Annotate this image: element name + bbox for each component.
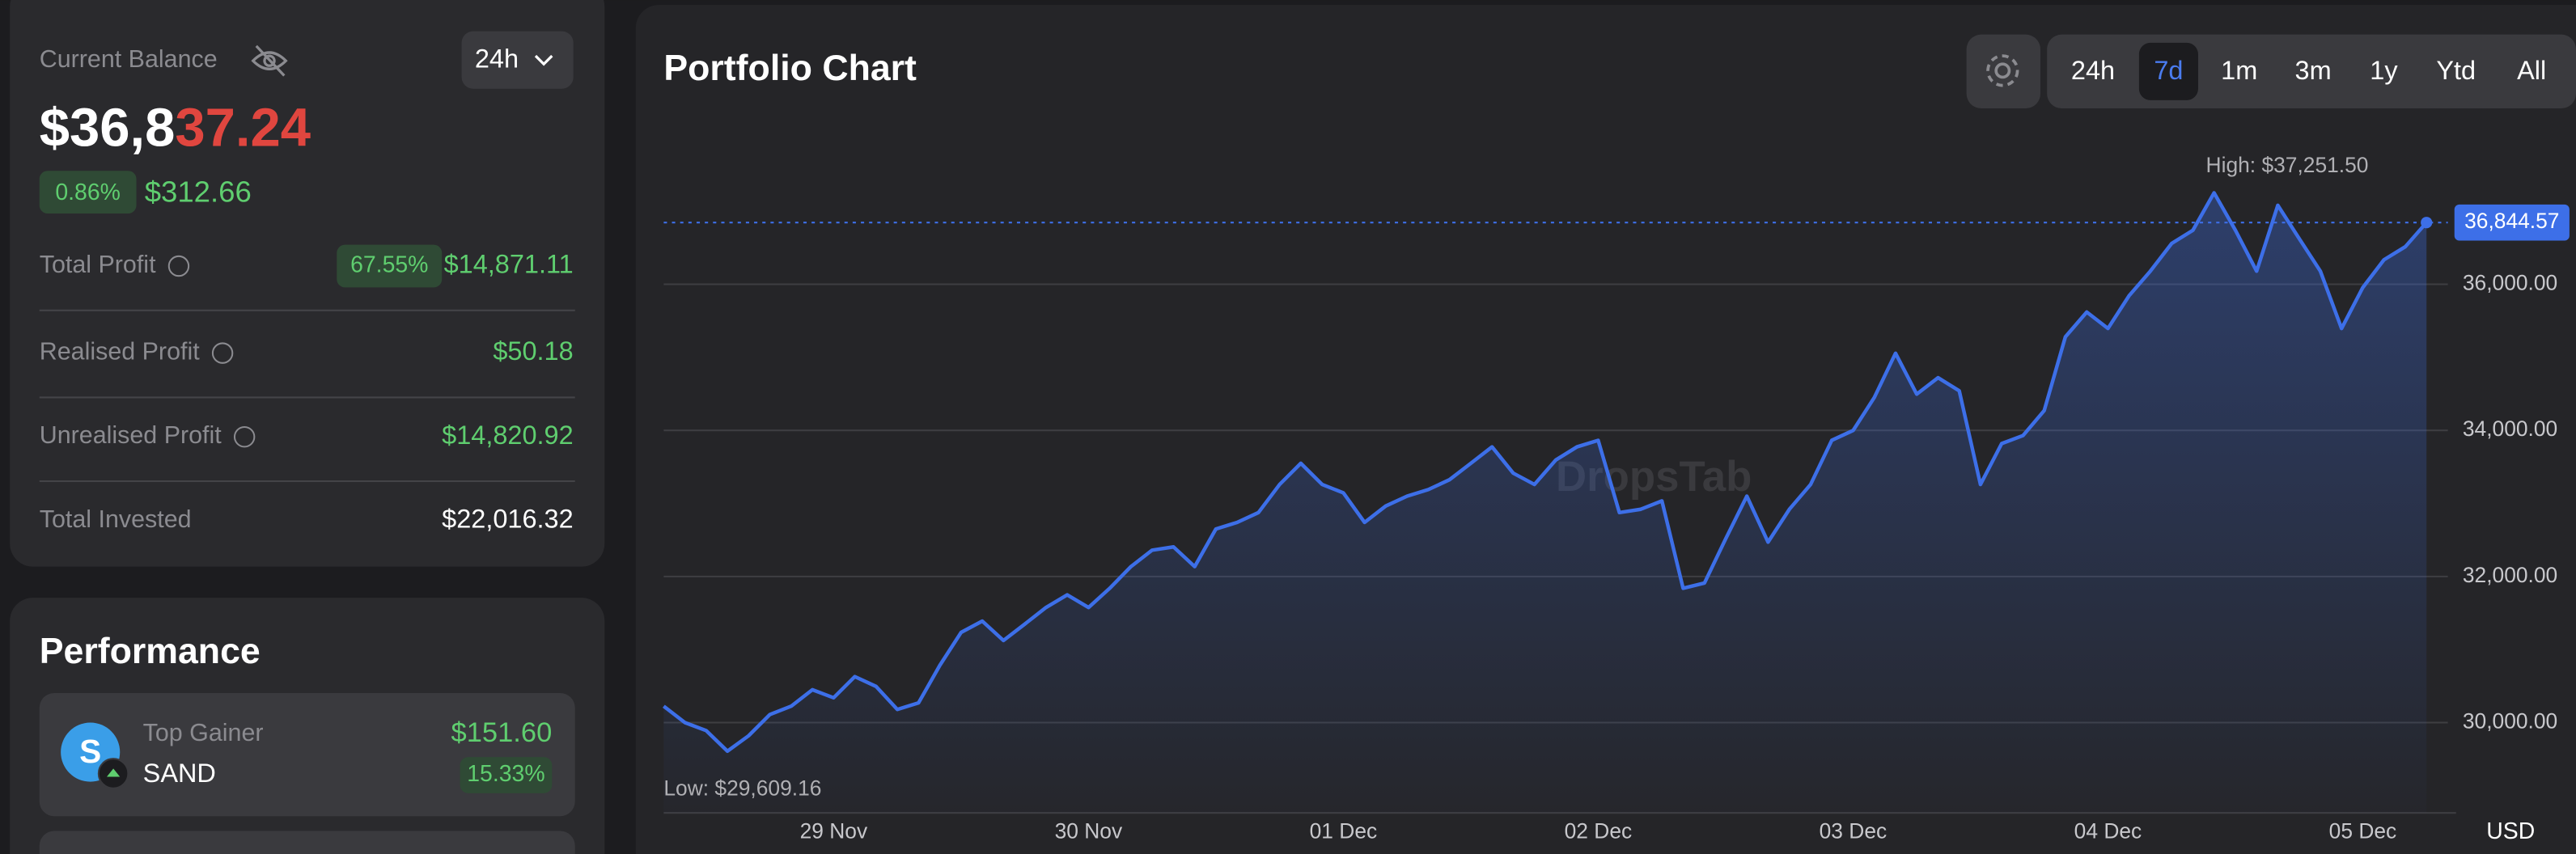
top-gainer-label: Top Gainer [143, 719, 264, 746]
stat-label: Realised Profit [40, 338, 200, 366]
current-label: 36,844.57 [2464, 209, 2559, 233]
stat-value: $50.18 [493, 336, 573, 366]
current-badge [2454, 204, 2570, 241]
range-button[interactable]: 3m [2295, 56, 2332, 85]
currency-label: USD [2486, 818, 2535, 844]
range-button[interactable]: 24h [2071, 56, 2115, 85]
info-icon [211, 342, 234, 364]
x-tick-label: 05 Dec [2329, 819, 2397, 843]
top-gainer-asset: SAND [143, 759, 216, 788]
balance-amount: $36,837.24 [40, 97, 311, 158]
timeframe-button[interactable] [461, 31, 574, 89]
up-arrow [106, 768, 121, 777]
balance-label: Current Balance [40, 45, 218, 73]
top-gainer-value: $151.60 [451, 717, 553, 748]
range-button[interactable]: 1m [2221, 56, 2257, 85]
stat-badge [337, 244, 443, 288]
performance-title: Performance [40, 632, 261, 671]
x-tick-label: 29 Nov [800, 819, 868, 843]
range-button[interactable]: Ytd [2436, 56, 2476, 85]
current-point [2421, 217, 2433, 229]
top-gainer-badge [460, 757, 553, 793]
x-tick-label: 01 Dec [1310, 819, 1378, 843]
y-tick-label: 34,000.00 [2463, 416, 2557, 441]
timeframe-label: 24h [475, 44, 519, 74]
range-button[interactable]: 1y [2370, 56, 2398, 85]
change-pct: 0.86% [55, 180, 121, 205]
stat-label: Total Invested [40, 505, 192, 533]
asset-icon-letter: S [79, 733, 101, 770]
balance-card [10, 0, 605, 567]
range-active [2138, 42, 2198, 100]
x-tick-label: 04 Dec [2074, 819, 2142, 843]
y-tick-label: 36,000.00 [2463, 270, 2557, 294]
high-label: High: $37,251.50 [2206, 153, 2369, 177]
stat-value: $14,820.92 [442, 421, 574, 450]
info-icon [233, 425, 256, 448]
dropdown-arrow [534, 54, 553, 66]
change-value: $312.66 [145, 175, 252, 208]
hide-icon[interactable] [251, 44, 288, 77]
y-tick-label: 30,000.00 [2463, 709, 2557, 734]
stat-badge-text: 67.55% [350, 252, 428, 277]
line [662, 191, 2428, 754]
x-tick-label: 02 Dec [1565, 819, 1633, 843]
next-card[interactable] [39, 831, 575, 854]
balance-highlight: 37.24 [175, 97, 311, 158]
change-badge [39, 171, 137, 214]
x-tick-label: 03 Dec [1820, 819, 1888, 843]
range-button[interactable]: All [2517, 56, 2546, 85]
stat-value: $22,016.32 [442, 504, 574, 533]
x-tick-label: 30 Nov [1055, 819, 1123, 843]
stat-label: Total Profit [40, 251, 156, 278]
info-icon [167, 255, 190, 277]
balance-main: $36,8 [40, 97, 176, 158]
gear-icon [1986, 54, 2019, 87]
area [663, 192, 2427, 814]
settings-button[interactable] [1966, 34, 2041, 109]
y-tick-label: 32,000.00 [2463, 563, 2557, 587]
top-gainer-pct: 15.33% [467, 761, 544, 787]
chart-title: Portfolio Chart [663, 49, 917, 88]
top-gainer-card[interactable] [39, 692, 575, 817]
range-button[interactable]: 7d [2154, 56, 2183, 85]
low-label: Low: $29,609.16 [663, 776, 821, 801]
stat-value: $14,871.11 [444, 250, 574, 279]
stat-label: Unrealised Profit [40, 421, 222, 449]
